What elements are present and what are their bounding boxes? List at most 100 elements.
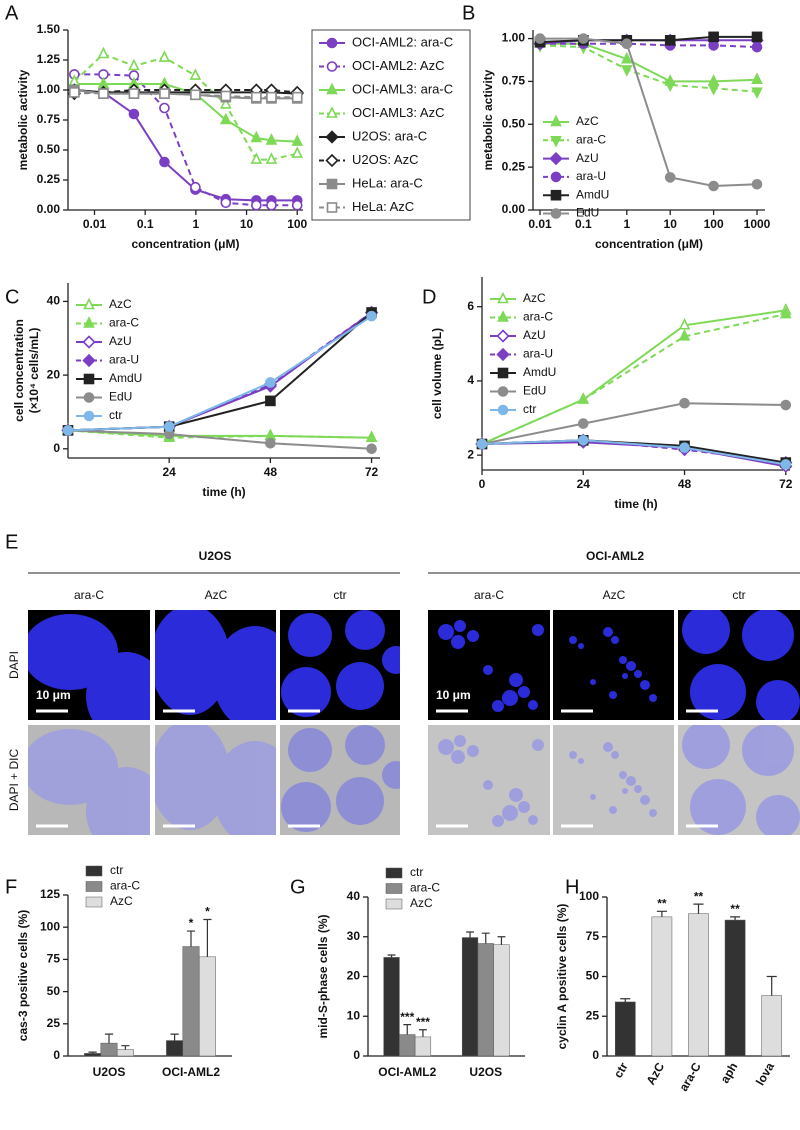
data-point: [98, 88, 109, 99]
y-tick-label: 0.75: [502, 74, 526, 88]
data-point: [291, 146, 304, 158]
bar: [651, 916, 673, 1057]
data-point: [751, 31, 763, 43]
y-tick-label: 50: [47, 984, 61, 998]
bar: [493, 944, 510, 1057]
y-tick-label: 100: [40, 919, 60, 933]
y-axis-label: cell volume (pL): [430, 328, 444, 419]
error-bar: [88, 1051, 97, 1054]
y-tick-label: 4: [467, 373, 474, 387]
x-tick-label: ctr: [611, 1060, 631, 1081]
legend-label: ara-C: [523, 310, 553, 324]
legend-marker: [83, 297, 95, 310]
legend-label: OCI-AML2: ara-C: [352, 34, 453, 49]
x-tick-label: 72: [365, 465, 379, 479]
data-point: [621, 51, 633, 64]
error-bar: [203, 918, 212, 957]
legend-marker: [326, 178, 338, 190]
x-tick-label: 0.1: [575, 217, 592, 231]
y-tick-label: 20: [347, 969, 361, 983]
error-bar: [419, 1029, 427, 1037]
micrograph: [155, 725, 276, 835]
y-tick-label: 1.50: [37, 22, 61, 36]
bar: [383, 957, 400, 1057]
bar: [100, 1042, 118, 1057]
legend-label: AzC: [109, 297, 132, 311]
group-title: U2OS: [199, 549, 232, 563]
error-bar: [766, 975, 777, 996]
legend-label: ctr: [109, 408, 122, 422]
legend-label: ara-U: [523, 347, 553, 361]
error-bar: [466, 931, 474, 938]
y-tick-label: 0.00: [502, 202, 526, 216]
legend-marker: [326, 202, 338, 213]
panel-label: D: [422, 286, 436, 308]
legend-label: U2OS: AzC: [352, 152, 418, 167]
y-tick-label: 40: [47, 294, 61, 308]
x-axis-label: concentration (μM): [595, 237, 703, 251]
column-label: ara-C: [74, 588, 104, 602]
x-tick-label: OCI-AML2: [162, 1065, 220, 1079]
data-point: [158, 50, 171, 62]
data-point: [679, 442, 690, 454]
data-point: [291, 91, 303, 103]
legend-label: AzC: [523, 291, 546, 305]
legend-label: AzC: [110, 894, 133, 908]
data-point: [577, 435, 589, 446]
data-point: [577, 392, 590, 404]
data-point: [577, 418, 589, 429]
legend-label: AzU: [109, 334, 132, 348]
data-point: [780, 459, 792, 470]
legend-label: OCI-AML2: AzC: [352, 58, 444, 73]
data-point: [708, 31, 719, 43]
legend-label: ara-U: [109, 353, 139, 367]
y-tick-label: 6: [467, 299, 474, 313]
series-line: [540, 37, 758, 188]
data-point: [751, 41, 763, 53]
data-point: [621, 38, 633, 50]
legend-label: ara-C: [410, 881, 440, 895]
significance: *: [189, 916, 194, 930]
panel-label: E: [5, 531, 18, 553]
legend-label: AzU: [576, 151, 599, 165]
y-tick-label: 0: [353, 1048, 360, 1062]
row-label: DAPI: [7, 651, 21, 679]
y-tick-label: 0: [592, 1048, 599, 1062]
legend-swatch: [385, 867, 403, 879]
legend-marker: [326, 37, 338, 49]
legend-box: [311, 29, 471, 221]
error-bar: [497, 936, 506, 945]
legend-label: ctr: [410, 865, 423, 879]
column-label: ara-C: [474, 588, 504, 602]
data-point: [69, 87, 80, 98]
significance: *: [205, 905, 210, 919]
error-bar: [481, 932, 490, 944]
group-title: OCI-AML2: [586, 549, 644, 563]
legend-label: ara-C: [109, 316, 139, 330]
bar: [399, 1034, 416, 1057]
legend-label: AzC: [410, 896, 433, 910]
legend-marker: [326, 61, 338, 72]
y-tick-label: 75: [47, 952, 61, 966]
data-point: [679, 397, 690, 409]
legend-marker: [326, 82, 338, 95]
micrograph: [280, 725, 400, 835]
data-point: [265, 377, 276, 388]
legend-label: ctr: [523, 402, 536, 416]
data-point: [251, 91, 262, 103]
data-point: [664, 172, 676, 183]
legend-marker: [83, 373, 95, 385]
data-point: [678, 329, 691, 341]
x-tick-label: 0.01: [83, 217, 107, 231]
y-tick-label: 125: [40, 887, 60, 901]
series-line: [67, 315, 373, 432]
significance: **: [694, 889, 704, 903]
error-bar: [170, 1033, 179, 1041]
micrograph: 10 μm: [428, 610, 550, 720]
data-point: [678, 317, 691, 330]
data-point: [751, 72, 763, 85]
scale-bar-label: 10 μm: [36, 688, 71, 702]
legend-swatch: [385, 898, 403, 910]
series-line: [73, 52, 298, 161]
data-point: [190, 89, 201, 101]
